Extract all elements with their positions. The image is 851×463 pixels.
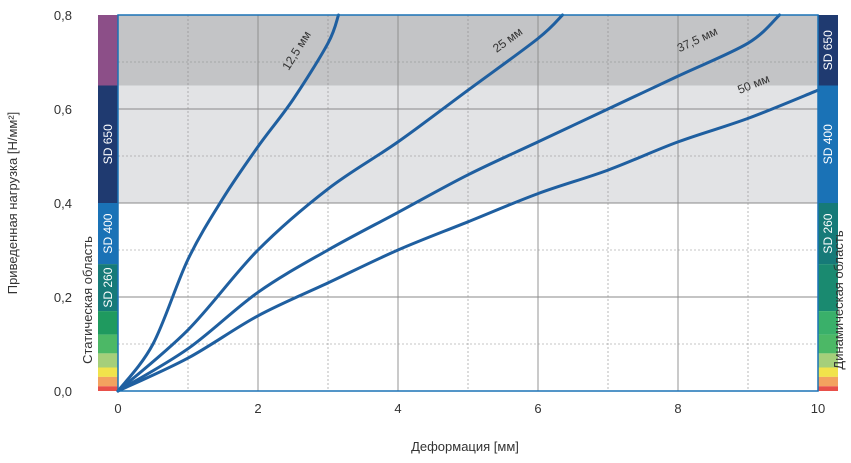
plot-frame: [117, 14, 819, 392]
right-bar-segment: [818, 311, 838, 335]
x-tick-label: 6: [534, 401, 541, 416]
y-axis-title: Приведенная нагрузка [Н/мм²]: [5, 112, 20, 295]
right-bar-title: Динамическая область: [831, 230, 846, 369]
right-bar-segment: [818, 353, 838, 368]
x-tick-label: 0: [114, 401, 121, 416]
x-tick-label: 4: [394, 401, 401, 416]
right-bar-segment: [818, 85, 838, 203]
left-bar-segment: [98, 376, 118, 387]
left-bar-segment: [98, 203, 118, 265]
left-bar-label: SD 650: [101, 124, 115, 164]
right-bar-label: SD 650: [821, 30, 835, 70]
left-bar-segment: [98, 264, 118, 312]
right-bar-label: SD 400: [821, 124, 835, 164]
y-tick-label: 0,0: [54, 384, 72, 399]
right-bar-label: SD 260: [821, 213, 835, 253]
y-tick-label: 0,2: [54, 290, 72, 305]
right-bar-segment: [818, 203, 838, 265]
left-bar-segment: [98, 15, 118, 86]
left-bar-segment: [98, 311, 118, 335]
right-bar-segment: [818, 334, 838, 354]
x-tick-label: 10: [811, 401, 825, 416]
x-tick-label: 8: [674, 401, 681, 416]
x-tick-label: 2: [254, 401, 261, 416]
y-tick-label: 0,6: [54, 102, 72, 117]
right-bar-segment: [818, 386, 838, 391]
right-bar-segment: [818, 15, 838, 86]
left-bar-segment: [98, 386, 118, 391]
left-bar-label: SD 260: [101, 267, 115, 307]
left-bar-segment: [98, 85, 118, 203]
y-tick-label: 0,8: [54, 8, 72, 23]
left-bar-title: Статическая область: [80, 236, 95, 364]
left-bar-segment: [98, 334, 118, 354]
grid: [118, 15, 818, 391]
right-bar-segment: [818, 264, 838, 312]
x-axis-title: Деформация [мм]: [411, 439, 519, 454]
axis-ticks: 0 2 4 6 8 10 0,0 0,2 0,4 0,6 0,8: [54, 8, 825, 416]
curve-series-3: [116, 88, 820, 393]
left-bar-label: SD 400: [101, 213, 115, 253]
shaded-region-0: [118, 15, 818, 86]
left-bar-segment: [98, 353, 118, 368]
curve-series-2: [116, 13, 781, 393]
curve-series-0: [116, 13, 340, 393]
left-bar-segment: [98, 367, 118, 377]
load-range-bars: SD 650 SD 400 SD 260 SD 650 SD 400 SD 260: [98, 15, 838, 391]
y-tick-label: 0,4: [54, 196, 72, 211]
right-bar-segment: [818, 376, 838, 387]
curve-series-1: [116, 13, 564, 393]
right-bar-segment: [818, 367, 838, 377]
